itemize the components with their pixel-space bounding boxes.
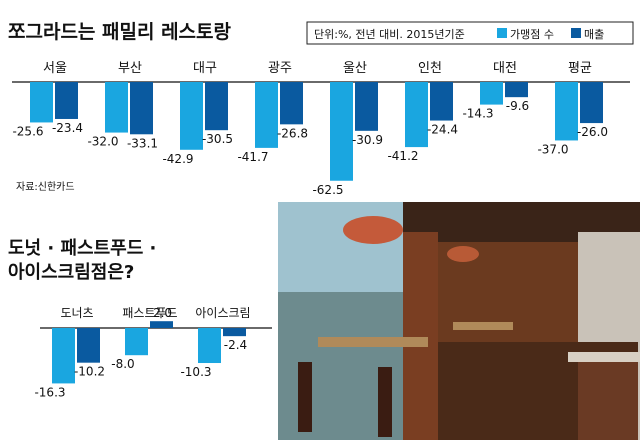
- bar-stores: [180, 82, 203, 150]
- data-label: -10.3: [180, 365, 211, 379]
- category-label: 도너츠: [60, 306, 93, 320]
- bar-sales: [205, 82, 228, 131]
- legend-unit-note: 단위:%, 전년 대비. 2015년기준: [314, 28, 465, 41]
- category-label: 광주: [268, 61, 292, 76]
- chart2-title-line2: 아이스크림점은?: [8, 262, 134, 283]
- legend-label-sales: 매출: [584, 28, 604, 41]
- category-label: 서울: [43, 61, 67, 76]
- data-label: -26.0: [577, 125, 608, 139]
- chart2-title-line1: 도넛 · 패스트푸드 ·: [8, 238, 156, 259]
- data-label: -26.8: [277, 126, 308, 140]
- data-label: -24.4: [427, 123, 458, 137]
- data-label: -62.5: [312, 183, 343, 197]
- data-label: -2.4: [224, 338, 247, 352]
- bar-sales: [505, 82, 528, 98]
- data-label: 2.0: [153, 306, 172, 320]
- category-label: 인천: [418, 61, 442, 76]
- bar-sales: [580, 82, 603, 124]
- bar-sales: [130, 82, 153, 135]
- bar-sales: [223, 328, 246, 337]
- restaurant-interior-photo: [278, 202, 640, 440]
- data-label: -9.6: [506, 99, 529, 113]
- bar-sales: [430, 82, 453, 121]
- bar-stores: [52, 328, 75, 384]
- bar-sales: [280, 82, 303, 125]
- category-label: 평균: [568, 61, 592, 76]
- data-label: -42.9: [162, 152, 193, 166]
- data-label: -10.2: [74, 365, 105, 379]
- data-label: -41.2: [387, 149, 418, 163]
- category-label: 울산: [343, 61, 367, 76]
- category-label: 대구: [193, 61, 217, 76]
- bar-stores: [405, 82, 428, 148]
- data-label: -25.6: [12, 124, 43, 138]
- legend-swatch-sales: [571, 28, 581, 38]
- source-note: 자료:신한카드: [16, 181, 75, 193]
- bar-stores: [480, 82, 503, 105]
- data-label: -23.4: [52, 121, 83, 135]
- data-label: -37.0: [537, 142, 568, 156]
- bar-stores: [198, 328, 221, 364]
- data-label: -30.5: [202, 132, 233, 146]
- data-label: -32.0: [87, 135, 118, 149]
- bar-stores: [125, 328, 148, 356]
- chart-donut-fastfood-icecream: 도넛 · 패스트푸드 · 아이스크림점은? 도너츠 -16.3 -10.2 패스트푸드…: [8, 238, 272, 399]
- bar-sales: [150, 321, 173, 328]
- category-label: 부산: [118, 61, 142, 76]
- category-label: 패스트푸드: [122, 306, 177, 320]
- legend-swatch-stores: [497, 28, 507, 38]
- legend: 단위:%, 전년 대비. 2015년기준 가맹점 수 매출: [306, 21, 634, 45]
- data-label: -16.3: [34, 385, 65, 399]
- bar-sales: [355, 82, 378, 131]
- legend-box: [306, 21, 634, 45]
- category-label: 대전: [493, 61, 517, 76]
- bar-stores: [330, 82, 353, 181]
- bar-sales: [77, 328, 100, 363]
- data-label: -30.9: [352, 133, 383, 147]
- bar-stores: [30, 82, 53, 123]
- data-label: -8.0: [111, 357, 134, 371]
- bar-stores: [555, 82, 578, 141]
- bar-stores: [255, 82, 278, 148]
- data-label: -41.7: [237, 150, 268, 164]
- chart-family-restaurant: 쪼그라드는 패밀리 레스토랑 단위:%, 전년 대비. 2015년기준 가맹점 …: [8, 21, 634, 197]
- bar-sales: [55, 82, 78, 119]
- bar-stores: [105, 82, 128, 133]
- data-label: -14.3: [462, 107, 493, 121]
- data-label: -33.1: [127, 136, 158, 150]
- chart-title: 쪼그라드는 패밀리 레스토랑: [8, 21, 232, 43]
- category-label: 아이스크림: [195, 306, 250, 320]
- legend-label-stores: 가맹점 수: [510, 28, 554, 41]
